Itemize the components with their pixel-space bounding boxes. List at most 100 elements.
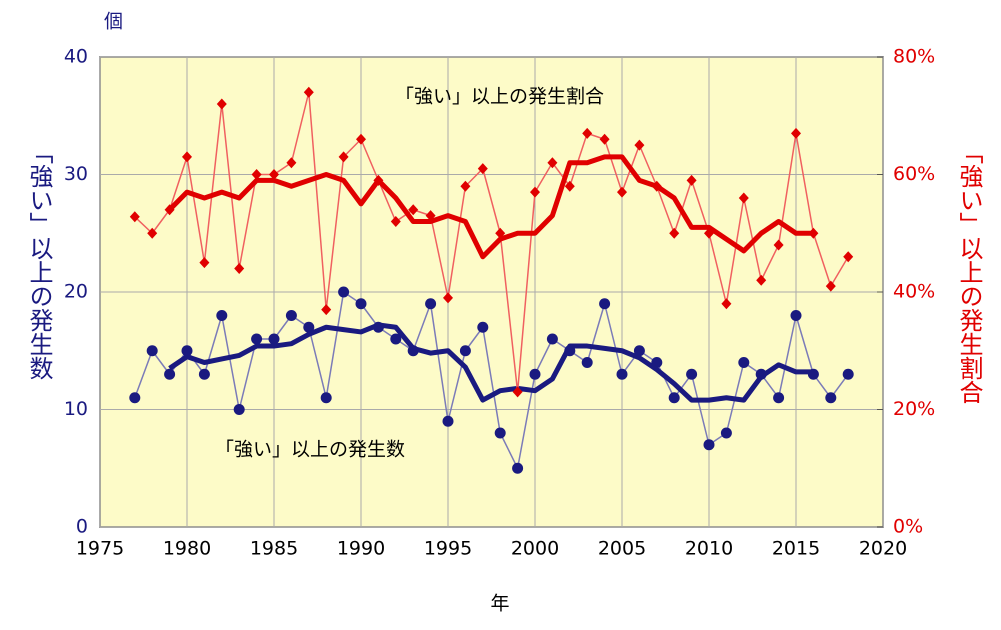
point — [791, 127, 801, 139]
point — [285, 310, 297, 321]
y2-tick-label: 20% — [893, 398, 935, 420]
y2-tick-label: 60% — [893, 163, 935, 185]
x-tick-label: 2005 — [598, 538, 646, 560]
point — [825, 392, 837, 404]
point — [547, 157, 558, 169]
x-tick-label: 2015 — [772, 538, 820, 560]
point — [842, 368, 854, 380]
point — [356, 133, 366, 145]
point — [581, 357, 593, 368]
point — [790, 310, 802, 321]
point — [147, 227, 158, 239]
x-tick-label: 1985 — [250, 538, 298, 560]
point — [460, 180, 471, 192]
point — [530, 186, 540, 198]
point — [825, 280, 836, 292]
y2-axis-label: 「強い」以上の発生割合 — [955, 140, 983, 404]
x-tick-label: 2000 — [511, 538, 559, 560]
point — [303, 86, 314, 98]
point — [599, 298, 611, 310]
point — [408, 204, 419, 216]
y-axis-label: 「強い」以上の発生数 — [25, 140, 53, 380]
point — [686, 174, 697, 186]
point — [529, 368, 541, 380]
point — [303, 321, 315, 333]
series-line — [168, 322, 814, 403]
point — [686, 368, 698, 380]
y2-tick-label: 0% — [893, 516, 923, 538]
x-tick-label: 1975 — [76, 538, 124, 560]
point — [494, 427, 506, 439]
point — [582, 127, 593, 139]
x-axis-label: 年 — [490, 593, 509, 615]
unit-label: 個 — [104, 11, 123, 33]
annotation: 「強い」以上の発生割合 — [395, 86, 604, 108]
point — [425, 298, 437, 310]
point — [616, 368, 628, 380]
point — [443, 292, 453, 304]
point — [773, 239, 784, 251]
y-tick-label: 0 — [76, 516, 88, 538]
point — [320, 392, 332, 404]
point — [720, 427, 732, 439]
point — [512, 462, 524, 474]
point — [129, 211, 140, 223]
point — [546, 333, 558, 345]
point — [617, 186, 627, 198]
point — [251, 169, 262, 180]
point — [634, 139, 645, 151]
point — [268, 333, 280, 345]
point — [216, 98, 227, 110]
point — [459, 345, 471, 357]
y-tick-label: 30 — [64, 163, 88, 185]
point — [843, 251, 854, 263]
point — [599, 133, 610, 145]
point — [164, 368, 176, 380]
point — [668, 392, 680, 404]
point — [129, 392, 141, 404]
x-tick-label: 2010 — [685, 538, 733, 560]
series-line — [134, 91, 849, 393]
point — [756, 274, 767, 286]
point — [321, 304, 332, 316]
point — [199, 257, 210, 269]
x-tick-label: 2020 — [859, 538, 907, 560]
point — [669, 227, 680, 239]
point — [251, 333, 263, 345]
point — [738, 357, 750, 368]
point — [477, 163, 488, 175]
y2-tick-label: 40% — [893, 281, 935, 303]
point — [390, 216, 401, 227]
annotation: 「強い」以上の発生数 — [215, 439, 405, 461]
point — [721, 298, 732, 310]
point — [564, 180, 575, 192]
point — [633, 345, 645, 357]
point — [703, 439, 715, 451]
series-line — [167, 154, 814, 260]
point — [390, 333, 402, 345]
point — [182, 151, 192, 163]
y-tick-label: 20 — [64, 281, 88, 303]
point — [338, 151, 349, 163]
point — [198, 368, 210, 380]
point — [442, 415, 454, 427]
point — [738, 192, 749, 204]
x-tick-label: 1990 — [337, 538, 385, 560]
point — [269, 169, 279, 180]
point — [286, 157, 297, 169]
y-tick-label: 40 — [64, 46, 88, 68]
point — [773, 392, 785, 404]
point — [234, 263, 245, 274]
point — [338, 286, 350, 298]
point — [477, 321, 489, 333]
y2-tick-label: 80% — [893, 46, 935, 68]
x-tick-label: 1995 — [424, 538, 472, 560]
point — [146, 345, 158, 357]
point — [233, 404, 245, 415]
point — [181, 345, 193, 357]
y-tick-label: 10 — [64, 398, 88, 420]
point — [355, 298, 367, 310]
x-tick-label: 1980 — [163, 538, 211, 560]
series-line — [134, 291, 849, 469]
